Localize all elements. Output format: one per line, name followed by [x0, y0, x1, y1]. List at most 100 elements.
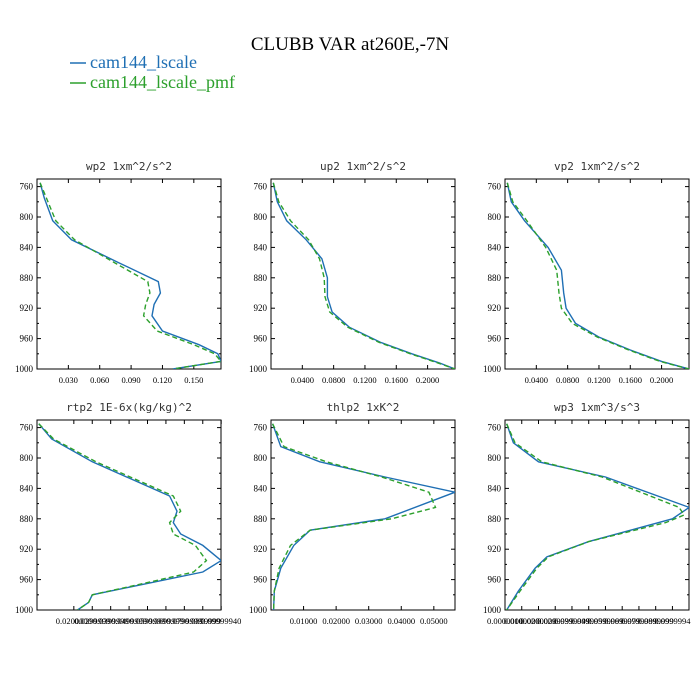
panel-frame-5 [504, 419, 690, 611]
series-line-0-1 [39, 182, 221, 369]
panel-title-4: thlp2 1xK^2 [327, 401, 400, 414]
xtick-label-4-0: 0.01000 [290, 616, 318, 626]
ytick-label-2-3: 880 [488, 273, 502, 283]
ytick-label-3-3: 880 [20, 514, 34, 524]
xtick-label-3-7: 0.0899999 [185, 616, 221, 626]
ytick-label-3-4: 920 [20, 544, 34, 554]
xtick-label-5-6: 0.0599999 [587, 616, 623, 626]
xtick-label-5-8: 0.0799999 [621, 616, 657, 626]
ytick-label-0-4: 920 [20, 303, 34, 313]
ytick-label-2-6: 1000 [483, 364, 502, 374]
ytick-label-0-3: 880 [20, 273, 34, 283]
ytick-label-3-5: 960 [20, 575, 34, 585]
legend: cam144_lscale cam144_lscale_pmf [70, 52, 235, 92]
xtick-label-5-1: 0.0100000 [504, 616, 540, 626]
xtick-label-4-1: 0.02000 [322, 616, 350, 626]
xtick-label-3-1: 0.0299999 [74, 616, 110, 626]
ytick-label-1-3: 880 [254, 273, 268, 283]
panel-frame-0 [36, 178, 222, 370]
xtick-label-1-0: 0.0400 [291, 375, 314, 385]
ytick-label-2-1: 800 [488, 212, 502, 222]
series-line-2-0 [506, 182, 689, 369]
ytick-label-4-5: 960 [254, 575, 268, 585]
panel-title-1: up2 1xm^2/s^2 [320, 160, 406, 173]
panel-1: up2 1xm^2/s^2 760 800 840 880 920 960 1000 0.040… [249, 160, 456, 385]
panel-0: wp2 1xm^2/s^2 760 800 840 880 920 960 1000 0.030… [15, 160, 222, 385]
panel-frame-1 [270, 178, 456, 370]
ytick-label-4-3: 880 [254, 514, 268, 524]
ytick-label-0-1: 800 [20, 212, 34, 222]
series-line-5-1 [506, 423, 686, 610]
series-line-3-1 [38, 423, 208, 610]
ytick-label-4-6: 1000 [249, 605, 268, 615]
ytick-label-1-0: 760 [254, 182, 268, 192]
xtick-label-5-0: 0.0000000 [487, 616, 523, 626]
ytick-label-2-4: 920 [488, 303, 502, 313]
ytick-label-5-4: 920 [488, 544, 502, 554]
panels: wp2 1xm^2/s^2 760 800 840 880 920 960 1000 0.030… [15, 160, 691, 626]
panel-3: rtp2 1E-6x(kg/kg)^2 760 800 840 880 920 960 100… [15, 401, 241, 626]
ytick-label-3-0: 760 [20, 423, 34, 433]
ytick-label-4-0: 760 [254, 423, 268, 433]
series-line-3-0 [38, 423, 221, 610]
panel-title-3: rtp2 1E-6x(kg/kg)^2 [66, 401, 192, 414]
ytick-label-3-6: 1000 [15, 605, 34, 615]
ytick-label-5-2: 840 [488, 483, 502, 493]
ytick-label-2-5: 960 [488, 334, 502, 344]
panel-5: wp3 1xm^3/s^3 760 800 840 880 920 960 10000.000… [483, 401, 691, 626]
panel-title-2: vp2 1xm^2/s^2 [554, 160, 640, 173]
xtick-label-3-4: 0.0599999 [129, 616, 165, 626]
ytick-label-4-1: 800 [254, 453, 268, 463]
xtick-label-5-5: 0.0499999 [571, 616, 607, 626]
series-line-4-0 [271, 423, 455, 610]
panel-4: thlp2 1xK^2 760 800 840 880 920 960 1000 0.01000… [249, 401, 456, 626]
xtick-label-3-6: 0.0799999 [166, 616, 202, 626]
xtick-label-5-3: 0.0299999 [537, 616, 573, 626]
ytick-label-5-5: 960 [488, 575, 502, 585]
ytick-label-4-4: 920 [254, 544, 268, 554]
xtick-label-3-2: 0.0399999 [93, 616, 129, 626]
ytick-label-0-0: 760 [20, 182, 34, 192]
xtick-label-3-8: 0.09999940 [201, 616, 241, 626]
ytick-label-1-1: 800 [254, 212, 268, 222]
xtick-label-2-3: 0.1600 [619, 375, 642, 385]
panel-frame-3 [36, 419, 222, 611]
series-line-1-1 [272, 182, 455, 369]
xtick-label-2-0: 0.0400 [525, 375, 548, 385]
ytick-label-5-1: 800 [488, 453, 502, 463]
xtick-label-0-3: 0.120 [153, 375, 172, 385]
ytick-label-0-6: 1000 [15, 364, 34, 374]
xtick-label-1-1: 0.0800 [322, 375, 345, 385]
xtick-label-0-1: 0.060 [90, 375, 109, 385]
xtick-label-2-4: 0.2000 [650, 375, 673, 385]
xtick-label-5-9: 0.0899999 [638, 616, 674, 626]
legend-label-1: cam144_lscale_pmf [90, 72, 235, 92]
legend-label-0: cam144_lscale [90, 52, 197, 72]
xtick-label-1-3: 0.1600 [385, 375, 408, 385]
xtick-label-5-4: 0.0399999 [554, 616, 590, 626]
xtick-label-1-4: 0.2000 [416, 375, 439, 385]
series-line-2-1 [506, 182, 689, 369]
xtick-label-3-0: 0.0200000 [56, 616, 92, 626]
ytick-label-3-2: 840 [20, 483, 34, 493]
xtick-label-2-1: 0.0800 [556, 375, 579, 385]
xtick-label-4-3: 0.04000 [387, 616, 415, 626]
ytick-label-5-6: 1000 [483, 605, 502, 615]
series-line-0-0 [39, 182, 221, 369]
figure-title: CLUBB VAR at260E,-7N [251, 34, 450, 55]
ytick-label-0-5: 960 [20, 334, 34, 344]
panel-title-0: wp2 1xm^2/s^2 [86, 160, 172, 173]
ytick-label-2-2: 840 [488, 242, 502, 252]
xtick-label-1-2: 0.1200 [353, 375, 376, 385]
xtick-label-0-0: 0.030 [59, 375, 78, 385]
panel-frame-2 [504, 178, 690, 370]
xtick-label-2-2: 0.1200 [587, 375, 610, 385]
ytick-label-5-0: 760 [488, 423, 502, 433]
ytick-label-1-2: 840 [254, 242, 268, 252]
ytick-label-1-4: 920 [254, 303, 268, 313]
xtick-label-4-2: 0.03000 [355, 616, 383, 626]
ytick-label-3-1: 800 [20, 453, 34, 463]
ytick-label-0-2: 840 [20, 242, 34, 252]
xtick-label-0-4: 0.150 [184, 375, 203, 385]
